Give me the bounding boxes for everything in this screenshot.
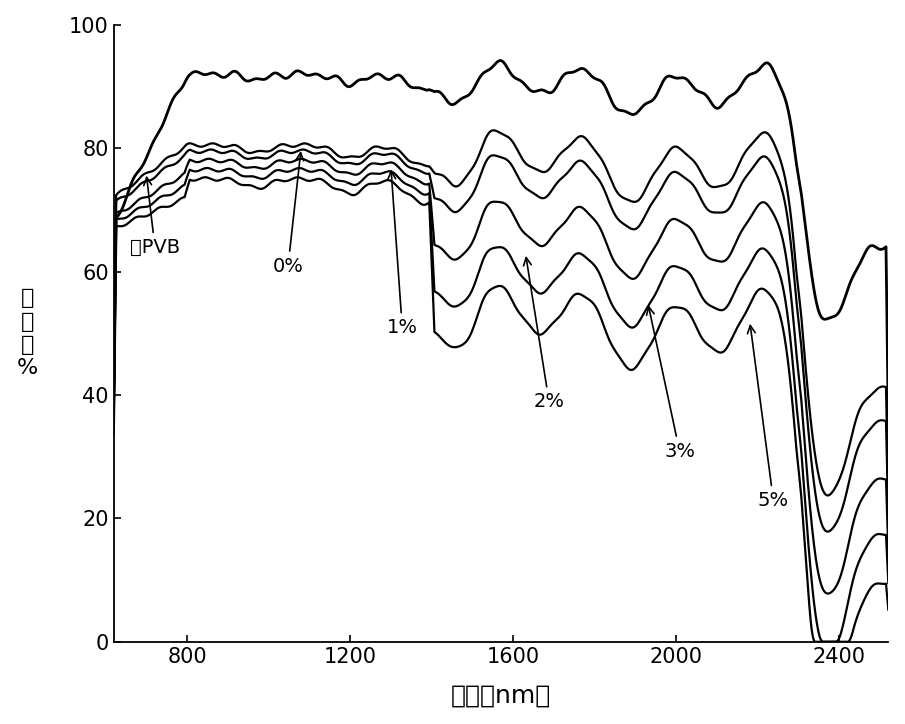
X-axis label: 波长（nm）: 波长（nm） [451,683,551,707]
Y-axis label: 透
光
率
%: 透 光 率 % [16,288,38,378]
Text: 2%: 2% [523,258,565,411]
Text: 0%: 0% [272,153,304,276]
Text: 3%: 3% [646,307,695,460]
Text: 5%: 5% [748,326,789,510]
Text: 1%: 1% [386,172,418,337]
Text: 纯PVB: 纯PVB [130,177,180,257]
